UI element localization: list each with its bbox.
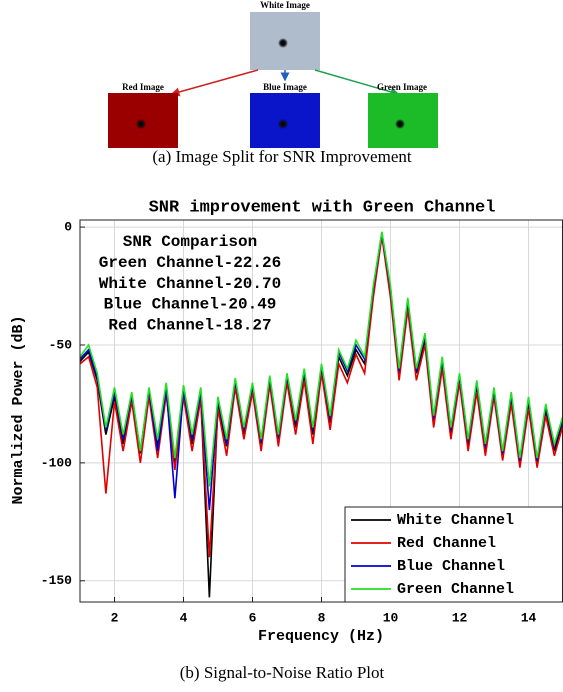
x-tick-label: 8 <box>318 610 326 625</box>
blue-label: Blue Image <box>263 82 307 92</box>
white-label: White Image <box>260 0 310 10</box>
y-tick-label: -50 <box>49 337 73 352</box>
annotation: Blue Channel-20.49 <box>104 296 277 314</box>
spot <box>136 119 146 129</box>
green-label: Green Image <box>377 82 427 92</box>
spot <box>395 119 405 129</box>
legend-label: Blue Channel <box>397 558 505 575</box>
x-tick-label: 4 <box>180 610 188 625</box>
series-line <box>80 236 563 558</box>
x-tick-label: 12 <box>452 610 468 625</box>
annotation: White Channel-20.70 <box>99 275 281 293</box>
annotation: Red Channel-18.27 <box>108 316 271 334</box>
chart-title: SNR improvement with Green Channel <box>149 198 496 217</box>
x-axis-label: Frequency (Hz) <box>258 628 384 645</box>
x-tick-label: 14 <box>521 610 537 625</box>
y-tick-label: 0 <box>64 220 72 235</box>
legend-label: White Channel <box>397 512 514 529</box>
y-axis-label: Normalized Power (dB) <box>10 315 27 504</box>
y-tick-label: -100 <box>41 455 72 470</box>
annotation: Green Channel-22.26 <box>99 254 281 272</box>
red-label: Red Image <box>122 82 164 92</box>
arrow <box>170 69 259 97</box>
arrow <box>314 69 400 97</box>
annotation: SNR Comparison <box>123 233 257 251</box>
y-tick-label: -150 <box>41 573 72 588</box>
x-tick-label: 2 <box>111 610 119 625</box>
plot: 0 -50 -100 -150 2 4 6 8 10 12 14 SNR Comparison Gree… <box>41 219 563 625</box>
caption: (b) Signal-to-Noise Ratio Plot <box>180 663 385 682</box>
legend-label: Green Channel <box>397 581 514 598</box>
legend-label: Red Channel <box>397 535 496 552</box>
x-tick-label: 6 <box>249 610 257 625</box>
spot <box>278 119 288 129</box>
series-line <box>80 231 563 487</box>
caption: (a) Image Split for SNR Improvement <box>152 147 411 166</box>
spot <box>278 38 288 48</box>
x-tick-label: 10 <box>383 610 399 625</box>
